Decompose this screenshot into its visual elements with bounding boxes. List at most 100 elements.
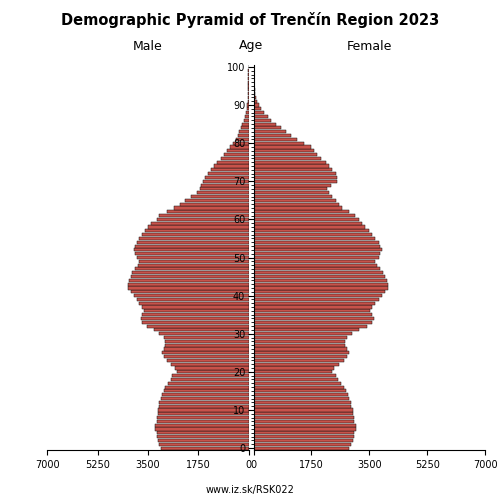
Bar (254, 226, 366, 228)
Bar (246, 108, 248, 110)
Bar (206, 176, 248, 179)
Bar (164, 348, 248, 350)
Bar (254, 96, 256, 99)
Bar (254, 142, 304, 144)
Bar (254, 382, 341, 385)
Bar (254, 336, 347, 339)
Bar (254, 256, 378, 259)
Bar (134, 248, 248, 252)
Bar (130, 279, 248, 282)
Bar (164, 336, 248, 339)
Bar (254, 108, 262, 110)
Bar (160, 332, 248, 336)
Bar (166, 210, 248, 214)
Bar (254, 153, 318, 156)
Bar (151, 222, 248, 225)
Bar (254, 180, 337, 183)
Bar (254, 134, 291, 137)
Bar (136, 256, 248, 259)
Bar (174, 206, 248, 210)
Bar (254, 237, 375, 240)
Bar (166, 359, 248, 362)
Bar (254, 317, 374, 320)
Bar (142, 233, 248, 236)
Text: Age: Age (239, 40, 263, 52)
Bar (160, 401, 248, 404)
Bar (254, 298, 378, 301)
Bar (254, 390, 346, 392)
Bar (254, 432, 354, 434)
Bar (138, 264, 248, 266)
Bar (254, 302, 375, 305)
Bar (128, 282, 248, 286)
Bar (254, 424, 356, 427)
Bar (131, 275, 248, 278)
Bar (142, 313, 248, 316)
Bar (254, 420, 354, 423)
Bar (242, 122, 248, 126)
Bar (238, 134, 248, 137)
Bar (232, 142, 248, 144)
Bar (254, 282, 388, 286)
Bar (254, 188, 327, 190)
Bar (158, 412, 248, 416)
Bar (246, 111, 248, 114)
Bar (171, 378, 248, 381)
Bar (156, 435, 248, 438)
Bar (254, 244, 380, 248)
Bar (191, 195, 248, 198)
Bar (254, 340, 346, 343)
Bar (254, 118, 272, 122)
Bar (208, 172, 248, 175)
Bar (254, 199, 336, 202)
Bar (254, 351, 348, 354)
Bar (136, 240, 248, 244)
Bar (171, 362, 248, 366)
Bar (254, 111, 264, 114)
Bar (202, 180, 248, 183)
Bar (135, 252, 248, 256)
Bar (254, 88, 255, 92)
Bar (197, 191, 248, 194)
Bar (254, 202, 339, 205)
Bar (254, 328, 358, 332)
Bar (254, 408, 352, 412)
Bar (254, 233, 372, 236)
Bar (254, 348, 347, 350)
Bar (254, 306, 372, 308)
Bar (176, 370, 248, 374)
Bar (254, 412, 352, 416)
Bar (254, 359, 344, 362)
Bar (254, 260, 375, 263)
Bar (254, 146, 310, 148)
Bar (254, 240, 378, 244)
Bar (254, 126, 281, 130)
Bar (254, 374, 336, 377)
Bar (254, 313, 372, 316)
Bar (140, 302, 248, 305)
Bar (134, 294, 248, 297)
Bar (254, 157, 320, 160)
Bar (254, 210, 348, 214)
Bar (254, 386, 344, 388)
Bar (254, 366, 334, 370)
Bar (254, 362, 339, 366)
Bar (165, 340, 248, 343)
Bar (254, 355, 347, 358)
Bar (224, 153, 248, 156)
Bar (161, 397, 248, 400)
Bar (254, 279, 387, 282)
Bar (254, 130, 286, 134)
Text: Male: Male (133, 40, 163, 52)
Bar (161, 446, 248, 450)
Bar (140, 260, 248, 263)
Bar (254, 115, 268, 118)
Bar (254, 294, 382, 297)
Bar (165, 386, 248, 388)
Bar (142, 306, 248, 308)
Bar (146, 324, 248, 328)
Bar (221, 157, 248, 160)
Bar (157, 416, 248, 419)
Bar (176, 366, 248, 370)
Bar (156, 218, 248, 221)
